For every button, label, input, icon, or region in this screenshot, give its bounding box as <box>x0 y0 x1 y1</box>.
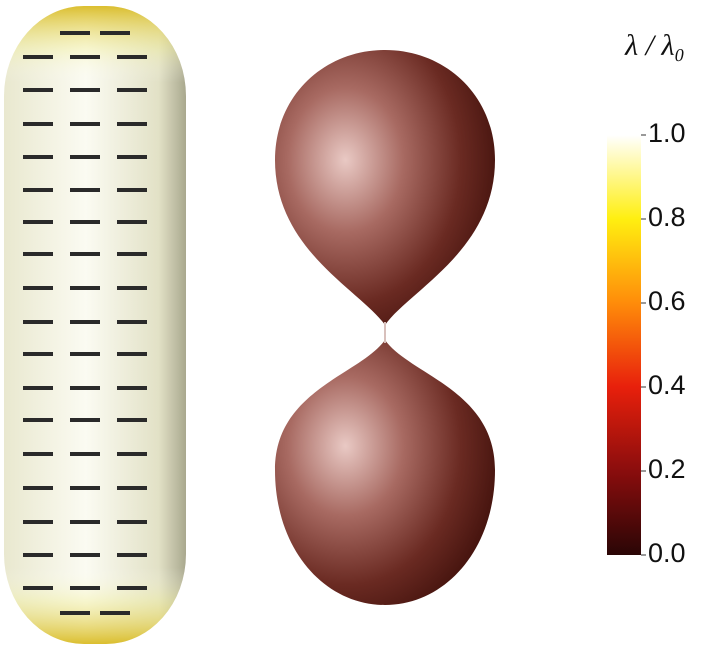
capsule <box>4 6 186 644</box>
tick-label: 1.0 <box>648 118 686 148</box>
colorbar-title: λ / λ₀ <box>624 29 685 62</box>
director-dashes <box>23 31 147 615</box>
tick-label: 0.2 <box>648 454 686 484</box>
pinched-vesicle <box>275 50 495 605</box>
tick-label: 0.8 <box>648 202 686 232</box>
tick-label: 0.0 <box>648 538 686 568</box>
colorbar <box>607 135 641 555</box>
tick-label: 0.4 <box>648 370 686 400</box>
tick-label: 0.6 <box>648 286 686 316</box>
colorbar-ticks: 0.0 0.2 0.4 0.6 0.8 1.0 <box>641 118 686 568</box>
